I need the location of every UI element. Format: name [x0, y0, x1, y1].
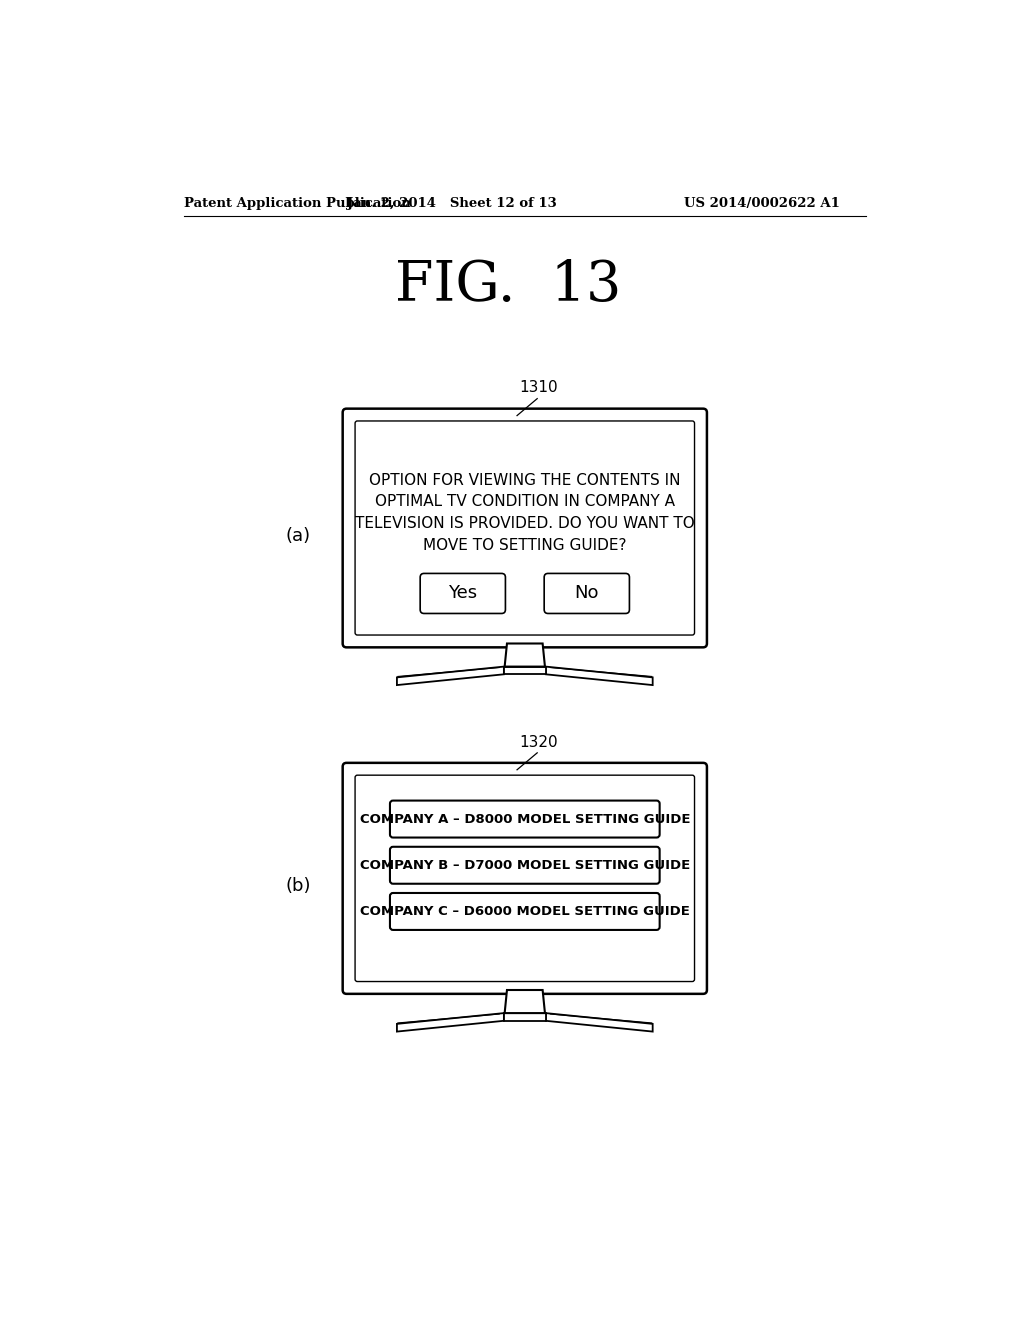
- Text: FIG.  13: FIG. 13: [394, 259, 621, 313]
- Polygon shape: [546, 667, 652, 685]
- FancyBboxPatch shape: [343, 763, 707, 994]
- Polygon shape: [397, 1014, 504, 1032]
- FancyBboxPatch shape: [355, 421, 694, 635]
- Text: US 2014/0002622 A1: US 2014/0002622 A1: [684, 197, 841, 210]
- FancyBboxPatch shape: [343, 409, 707, 647]
- FancyBboxPatch shape: [355, 775, 694, 982]
- FancyBboxPatch shape: [420, 573, 506, 614]
- Polygon shape: [504, 667, 546, 675]
- Text: COMPANY C – D6000 MODEL SETTING GUIDE: COMPANY C – D6000 MODEL SETTING GUIDE: [359, 906, 690, 917]
- Polygon shape: [504, 1014, 546, 1020]
- Text: COMPANY B – D7000 MODEL SETTING GUIDE: COMPANY B – D7000 MODEL SETTING GUIDE: [359, 859, 690, 871]
- Text: Patent Application Publication: Patent Application Publication: [183, 197, 411, 210]
- FancyBboxPatch shape: [390, 892, 659, 929]
- Polygon shape: [397, 667, 504, 685]
- FancyBboxPatch shape: [390, 800, 659, 838]
- Text: Yes: Yes: [449, 585, 477, 602]
- Polygon shape: [546, 1014, 652, 1032]
- Text: 1320: 1320: [519, 734, 558, 750]
- FancyBboxPatch shape: [390, 847, 659, 884]
- Text: (b): (b): [286, 876, 311, 895]
- Text: 1310: 1310: [519, 380, 558, 396]
- Text: (a): (a): [286, 527, 311, 545]
- Text: Jan. 2, 2014   Sheet 12 of 13: Jan. 2, 2014 Sheet 12 of 13: [347, 197, 557, 210]
- Text: COMPANY A – D8000 MODEL SETTING GUIDE: COMPANY A – D8000 MODEL SETTING GUIDE: [359, 813, 690, 825]
- Polygon shape: [505, 990, 545, 1014]
- Polygon shape: [505, 644, 545, 667]
- Text: No: No: [574, 585, 599, 602]
- Text: OPTION FOR VIEWING THE CONTENTS IN
OPTIMAL TV CONDITION IN COMPANY A
TELEVISION : OPTION FOR VIEWING THE CONTENTS IN OPTIM…: [355, 473, 694, 553]
- FancyBboxPatch shape: [544, 573, 630, 614]
